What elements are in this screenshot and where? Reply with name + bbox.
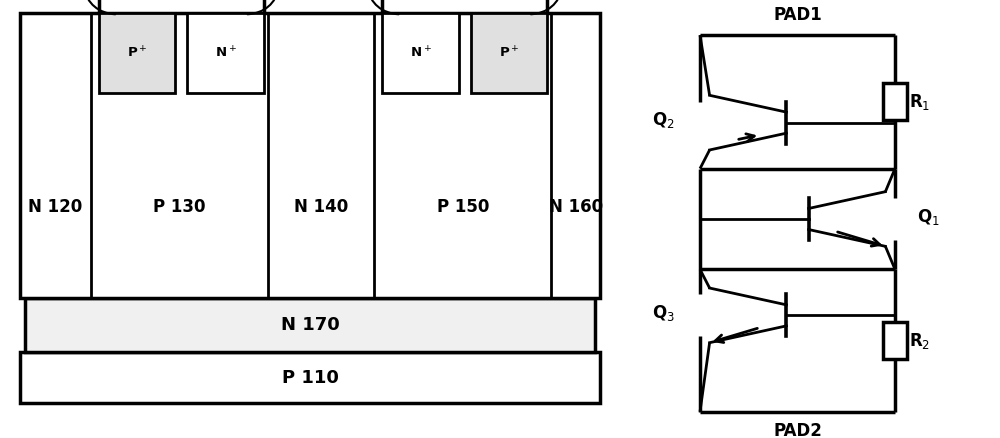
Text: PAD1: PAD1 (773, 6, 822, 25)
Text: N 160: N 160 (549, 198, 603, 215)
Bar (99, 13, 175, 93)
Text: R$_1$: R$_1$ (909, 92, 931, 112)
Text: P$^+$: P$^+$ (499, 45, 519, 60)
Bar (382, 13, 459, 93)
Text: N$^+$: N$^+$ (215, 45, 237, 60)
Bar (187, 13, 264, 93)
Bar (20, 13, 600, 298)
Bar (471, 13, 547, 93)
Text: Q$_3$: Q$_3$ (652, 303, 675, 323)
Text: N 170: N 170 (281, 316, 339, 334)
Text: P 130: P 130 (153, 198, 206, 215)
Text: N 120: N 120 (28, 198, 83, 215)
Text: P$^+$: P$^+$ (127, 45, 147, 60)
Text: PAD2: PAD2 (773, 422, 822, 438)
Bar (883, 83, 907, 120)
Bar (883, 322, 907, 359)
Bar (25, 298, 595, 352)
Text: P 110: P 110 (282, 369, 338, 387)
Text: N 140: N 140 (294, 198, 348, 215)
Bar (20, 352, 600, 403)
Text: Q$_1$: Q$_1$ (917, 207, 940, 227)
Text: N$^+$: N$^+$ (410, 45, 431, 60)
Text: P 150: P 150 (437, 198, 489, 215)
Text: Q$_2$: Q$_2$ (652, 110, 675, 131)
Text: R$_2$: R$_2$ (909, 331, 931, 350)
